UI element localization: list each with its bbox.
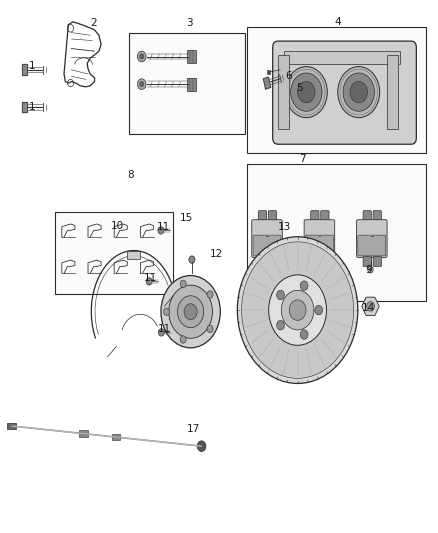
FancyBboxPatch shape: [258, 256, 267, 266]
Circle shape: [169, 285, 212, 338]
Circle shape: [138, 79, 146, 90]
Text: 13: 13: [278, 222, 292, 232]
Bar: [278, 55, 289, 130]
FancyBboxPatch shape: [311, 256, 319, 266]
Text: 11: 11: [144, 273, 157, 283]
Circle shape: [277, 320, 284, 330]
Text: 2: 2: [90, 18, 97, 28]
Text: 12: 12: [210, 249, 223, 259]
Bar: [7, 423, 16, 429]
Text: 1: 1: [29, 61, 35, 70]
Circle shape: [158, 227, 164, 234]
Circle shape: [67, 25, 74, 32]
Circle shape: [343, 73, 374, 111]
Text: 14: 14: [362, 303, 375, 313]
Circle shape: [163, 308, 170, 316]
Circle shape: [138, 51, 146, 62]
Bar: [285, 51, 400, 64]
Bar: [187, 78, 196, 91]
Circle shape: [207, 291, 213, 298]
Polygon shape: [22, 102, 27, 112]
Circle shape: [315, 305, 323, 315]
Circle shape: [207, 325, 213, 333]
Text: 7: 7: [300, 154, 306, 164]
Text: 8: 8: [127, 169, 134, 180]
FancyBboxPatch shape: [268, 211, 277, 222]
FancyBboxPatch shape: [373, 211, 381, 222]
Circle shape: [300, 330, 308, 340]
Circle shape: [140, 82, 144, 87]
FancyBboxPatch shape: [373, 256, 381, 266]
Text: 11: 11: [158, 324, 172, 334]
FancyBboxPatch shape: [363, 256, 371, 266]
Text: 17: 17: [187, 424, 200, 434]
FancyBboxPatch shape: [311, 211, 319, 222]
Circle shape: [158, 329, 164, 336]
Circle shape: [140, 54, 144, 59]
Circle shape: [177, 296, 204, 328]
Bar: [187, 50, 196, 63]
Circle shape: [197, 441, 206, 451]
Circle shape: [350, 82, 367, 103]
FancyBboxPatch shape: [321, 256, 329, 266]
Circle shape: [180, 280, 186, 288]
FancyBboxPatch shape: [252, 220, 283, 257]
Circle shape: [290, 73, 322, 111]
FancyBboxPatch shape: [268, 256, 277, 266]
Circle shape: [277, 290, 284, 300]
FancyBboxPatch shape: [321, 211, 329, 222]
Circle shape: [67, 79, 74, 87]
FancyBboxPatch shape: [253, 235, 281, 256]
Bar: [130, 33, 245, 134]
Bar: [127, 251, 141, 259]
FancyBboxPatch shape: [357, 220, 387, 257]
Circle shape: [237, 237, 358, 383]
FancyBboxPatch shape: [358, 235, 386, 256]
Circle shape: [289, 300, 306, 320]
Bar: [112, 434, 120, 440]
Circle shape: [281, 290, 314, 330]
Text: 4: 4: [335, 17, 342, 27]
Polygon shape: [22, 64, 27, 75]
Circle shape: [184, 304, 197, 320]
Text: 6: 6: [286, 71, 292, 81]
Text: 15: 15: [180, 213, 193, 223]
Circle shape: [189, 256, 195, 263]
Text: 5: 5: [297, 83, 303, 93]
Bar: [267, 70, 270, 74]
FancyBboxPatch shape: [363, 211, 371, 222]
Bar: [247, 27, 426, 154]
Circle shape: [369, 268, 372, 271]
Circle shape: [367, 302, 374, 311]
Text: 3: 3: [186, 18, 193, 28]
Polygon shape: [263, 77, 271, 89]
Circle shape: [161, 276, 220, 348]
Bar: [247, 164, 426, 301]
Bar: [79, 431, 88, 437]
Circle shape: [300, 281, 308, 290]
Circle shape: [146, 278, 152, 285]
FancyBboxPatch shape: [258, 211, 267, 222]
Text: 1: 1: [29, 102, 35, 112]
Circle shape: [286, 67, 327, 118]
Circle shape: [180, 336, 186, 343]
Text: 10: 10: [111, 221, 124, 231]
Circle shape: [338, 67, 380, 118]
FancyBboxPatch shape: [304, 220, 335, 257]
Circle shape: [268, 275, 326, 345]
Bar: [55, 212, 173, 294]
Circle shape: [241, 242, 353, 378]
Text: 9: 9: [365, 265, 372, 275]
FancyBboxPatch shape: [305, 235, 333, 256]
FancyBboxPatch shape: [273, 41, 417, 144]
Circle shape: [297, 82, 315, 103]
Text: 11: 11: [157, 222, 170, 232]
Bar: [387, 55, 398, 130]
